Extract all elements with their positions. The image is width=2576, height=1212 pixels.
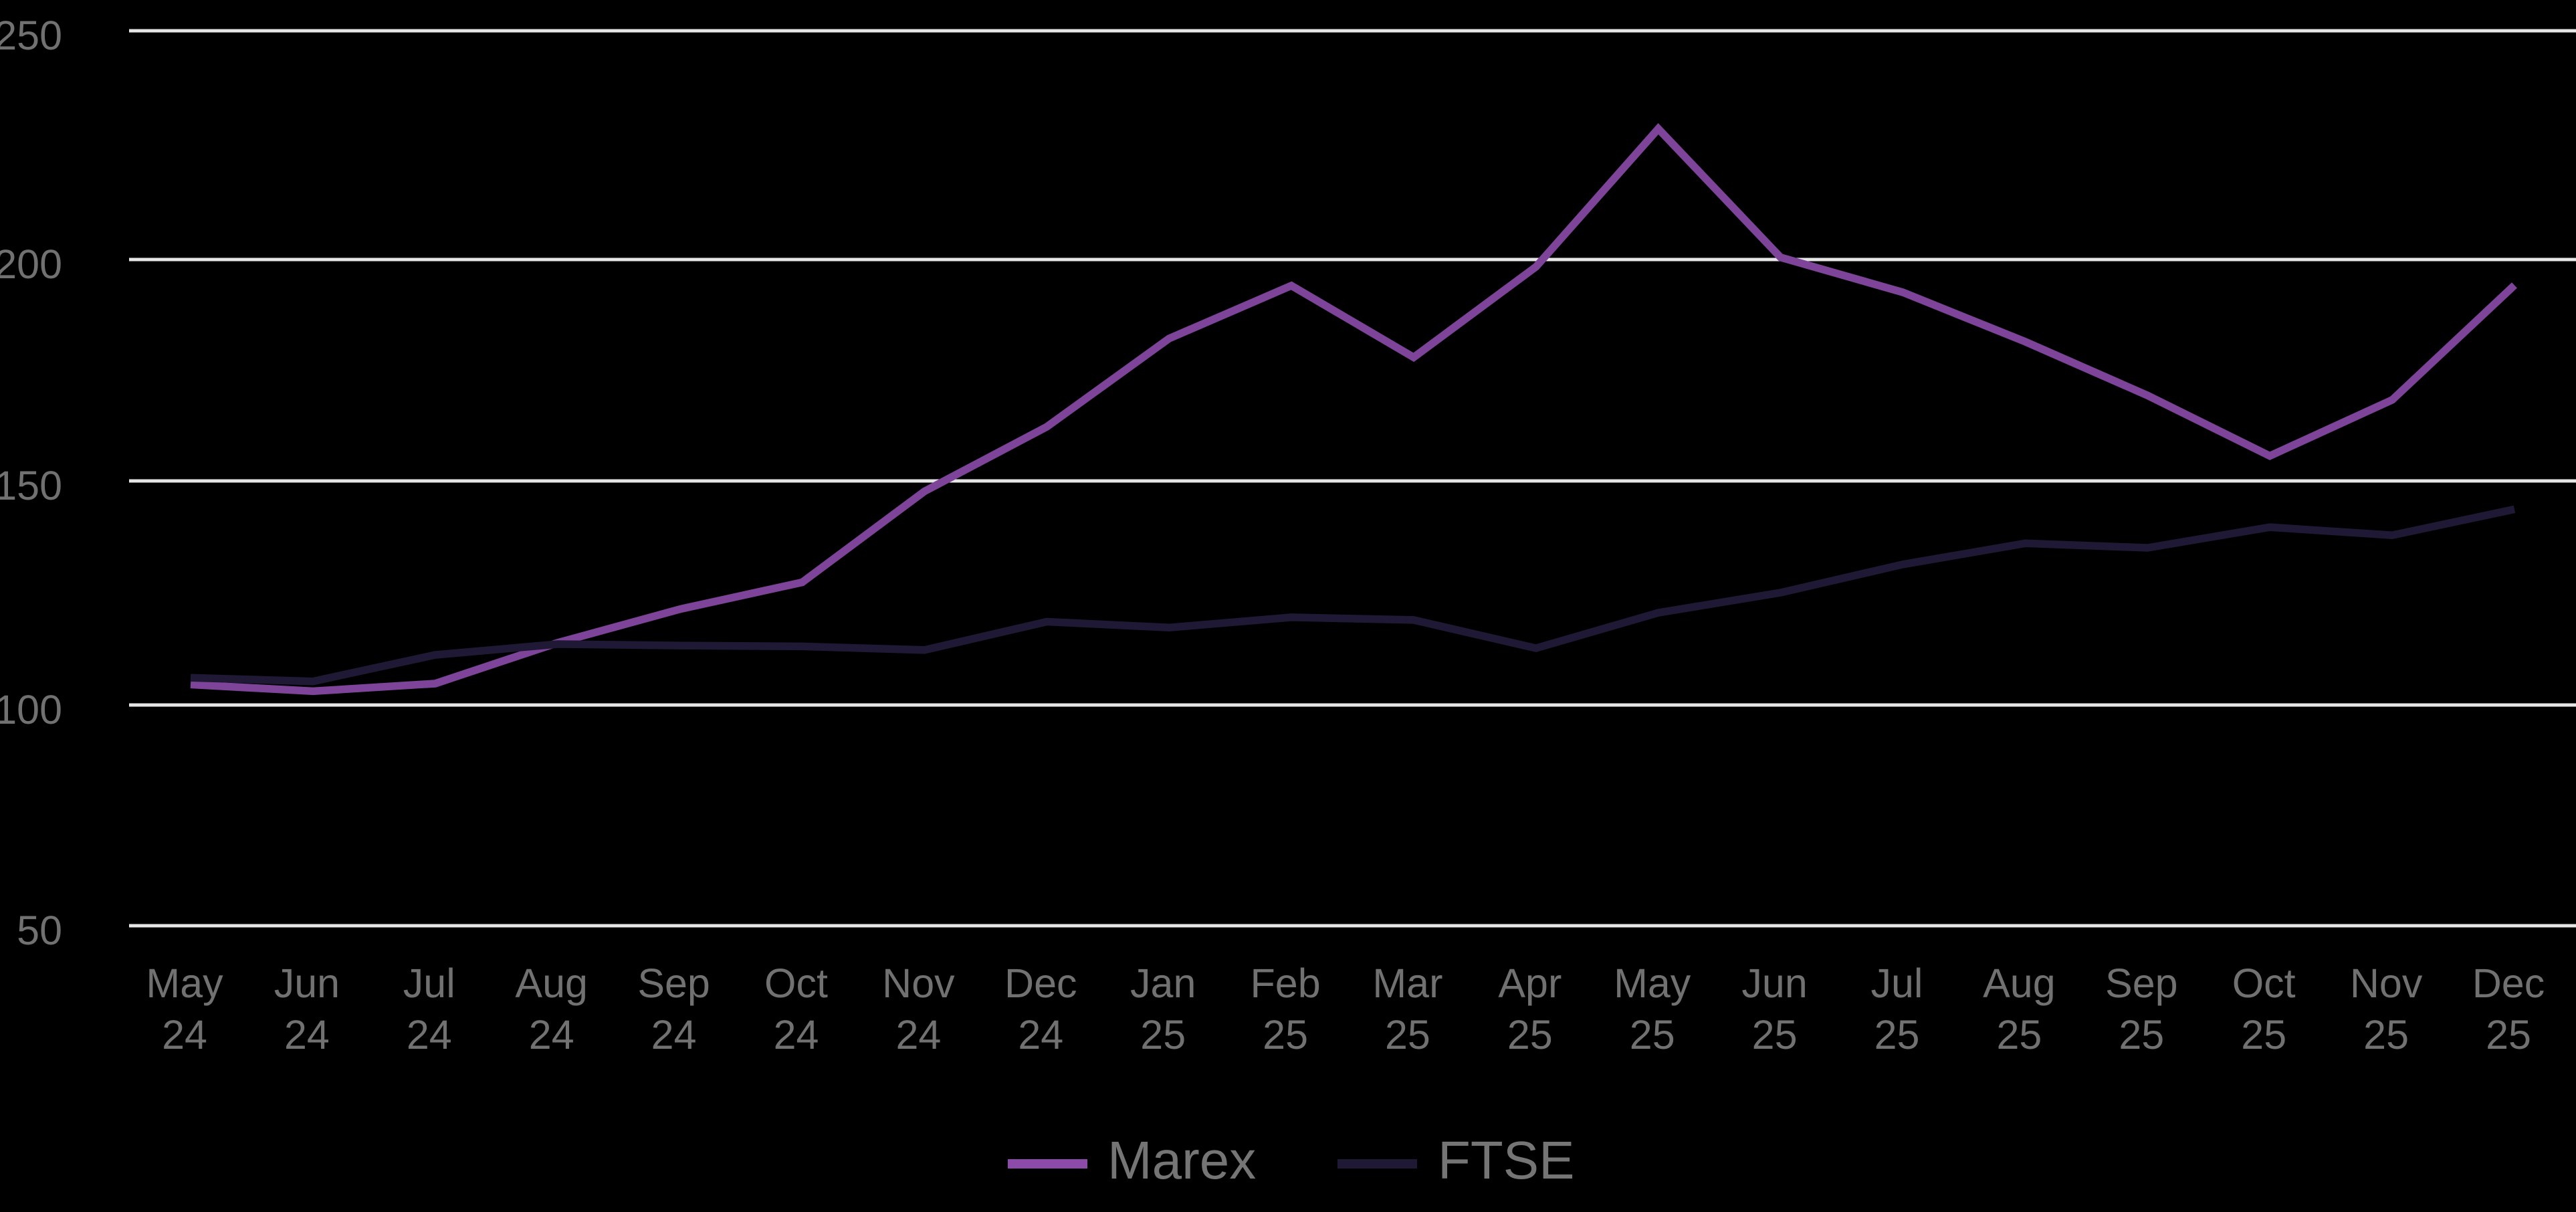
svg-text:50: 50 <box>17 908 62 953</box>
svg-text:25: 25 <box>1385 1012 1430 1057</box>
svg-text:24: 24 <box>284 1012 330 1057</box>
svg-text:25: 25 <box>2486 1012 2531 1057</box>
svg-text:25: 25 <box>2363 1012 2409 1057</box>
svg-text:FTSE: FTSE <box>1438 1130 1574 1190</box>
svg-text:25: 25 <box>1507 1012 1553 1057</box>
svg-text:Jun: Jun <box>274 961 340 1006</box>
svg-text:25: 25 <box>1996 1012 2042 1057</box>
svg-text:24: 24 <box>1018 1012 1063 1057</box>
svg-text:Nov: Nov <box>882 961 955 1006</box>
svg-text:25: 25 <box>1140 1012 1186 1057</box>
svg-text:Apr: Apr <box>1498 961 1562 1006</box>
svg-text:25: 25 <box>1752 1012 1798 1057</box>
svg-text:200: 200 <box>0 241 62 287</box>
svg-text:Jan: Jan <box>1130 961 1196 1006</box>
svg-text:25: 25 <box>1263 1012 1308 1057</box>
svg-text:24: 24 <box>651 1012 697 1057</box>
svg-text:25: 25 <box>2241 1012 2286 1057</box>
svg-text:Jun: Jun <box>1741 961 1807 1006</box>
svg-text:Dec: Dec <box>1004 961 1077 1006</box>
svg-text:150: 150 <box>0 463 62 508</box>
svg-text:25: 25 <box>1630 1012 1675 1057</box>
svg-text:24: 24 <box>407 1012 452 1057</box>
svg-text:100: 100 <box>0 687 62 732</box>
svg-text:Oct: Oct <box>764 961 828 1006</box>
svg-text:25: 25 <box>2119 1012 2164 1057</box>
svg-text:24: 24 <box>895 1012 941 1057</box>
svg-text:Feb: Feb <box>1251 961 1321 1006</box>
svg-text:Nov: Nov <box>2350 961 2423 1006</box>
svg-text:May: May <box>1614 961 1691 1006</box>
svg-text:Mar: Mar <box>1372 961 1442 1006</box>
svg-text:Sep: Sep <box>2105 961 2178 1006</box>
svg-text:Oct: Oct <box>2232 961 2296 1006</box>
svg-text:Jul: Jul <box>403 961 455 1006</box>
svg-text:Sep: Sep <box>637 961 710 1006</box>
svg-text:24: 24 <box>529 1012 574 1057</box>
svg-text:24: 24 <box>162 1012 207 1057</box>
svg-text:Aug: Aug <box>1983 961 2056 1006</box>
svg-text:May: May <box>146 961 223 1006</box>
svg-text:Jul: Jul <box>1871 961 1923 1006</box>
svg-text:250: 250 <box>0 13 62 58</box>
svg-text:25: 25 <box>1874 1012 1920 1057</box>
svg-text:Dec: Dec <box>2472 961 2545 1006</box>
svg-text:Marex: Marex <box>1107 1130 1256 1190</box>
svg-text:24: 24 <box>774 1012 819 1057</box>
svg-text:Aug: Aug <box>515 961 588 1006</box>
